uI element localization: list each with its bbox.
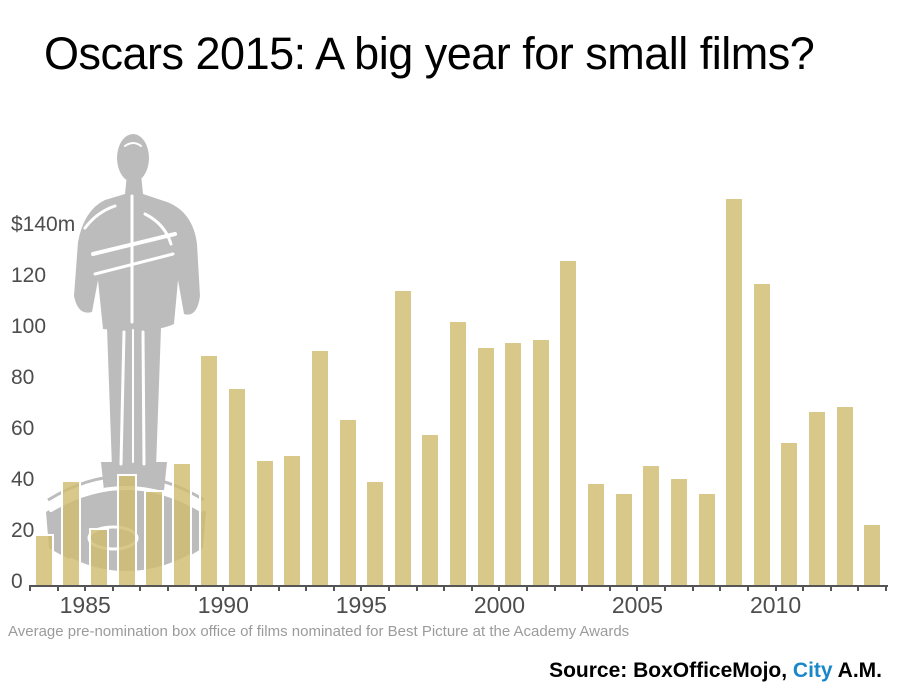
y-axis-label-120: 120: [11, 264, 47, 287]
bar-1998: [420, 433, 441, 585]
bar-2005: [613, 492, 634, 585]
bar-2006: [641, 464, 662, 585]
bar-1997: [392, 289, 413, 585]
x-axis-tick: [581, 585, 584, 591]
x-axis-label-1995: 1995: [335, 592, 387, 618]
bar-2007: [668, 477, 689, 585]
bar-2000: [475, 345, 496, 585]
bar-1986: [89, 528, 110, 585]
x-axis-tick: [360, 585, 363, 591]
bar-1984: [33, 533, 54, 585]
x-axis-tick: [553, 585, 556, 591]
x-axis-label-2005: 2005: [611, 592, 664, 618]
x-axis-tick: [802, 585, 805, 591]
bar-2014: [862, 523, 883, 585]
x-axis-tick: [222, 585, 225, 591]
x-axis-tick: [167, 585, 170, 591]
y-axis-label-0: 0: [11, 570, 23, 593]
bar-2003: [558, 258, 579, 585]
bar-1991: [227, 387, 248, 585]
x-axis-tick: [774, 585, 777, 591]
bar-1996: [365, 479, 386, 585]
source-prefix: Source: BoxOfficeMojo,: [549, 659, 793, 682]
bar-2004: [586, 482, 607, 585]
x-axis-tick: [443, 585, 446, 591]
footnote: Average pre-nomination box office of fil…: [8, 623, 630, 640]
bar-2002: [530, 338, 551, 585]
bar-2013: [834, 405, 855, 585]
x-axis-tick: [829, 585, 832, 591]
x-axis-tick: [249, 585, 252, 591]
x-axis-tick: [84, 585, 87, 591]
x-axis-tick: [526, 585, 529, 591]
bar-1987: [116, 474, 137, 585]
bar-1999: [448, 320, 468, 585]
y-axis-label-40: 40: [11, 468, 35, 491]
x-axis-tick: [691, 585, 694, 591]
bar-1990: [199, 353, 220, 585]
chart-title: Oscars 2015: A big year for small films?: [44, 28, 815, 79]
x-axis-tick: [194, 585, 197, 591]
x-axis-tick: [305, 585, 308, 591]
bar-2001: [503, 340, 524, 585]
x-axis-tick: [636, 585, 639, 591]
source-line: Source: BoxOfficeMojo, City A.M.: [549, 659, 882, 683]
x-axis-tick: [470, 585, 473, 591]
x-axis-tick: [498, 585, 501, 591]
bar-1995: [337, 417, 358, 585]
x-axis-label-1990: 1990: [197, 592, 249, 618]
source-suffix: A.M.: [832, 659, 882, 682]
x-axis-tick: [332, 585, 335, 591]
bar-1993: [282, 453, 303, 585]
bar-1985: [61, 479, 82, 585]
x-axis-tick: [608, 585, 611, 591]
x-axis-tick: [415, 585, 418, 591]
y-axis-label-20: 20: [11, 519, 35, 542]
bar-2010: [751, 281, 772, 585]
x-axis-tick: [111, 585, 114, 591]
x-axis-tick: [277, 585, 280, 591]
bar-1988: [144, 489, 165, 585]
y-axis-label-60: 60: [11, 417, 35, 440]
x-axis-label-2010: 2010: [749, 592, 802, 618]
x-axis-label-1985: 1985: [59, 592, 111, 618]
y-axis-label-140: $140m: [11, 213, 76, 236]
x-axis-tick: [746, 585, 749, 591]
source-brand-city: City: [792, 659, 833, 682]
x-axis-tick: [29, 585, 31, 591]
x-axis-tick: [387, 585, 390, 591]
y-axis-label-80: 80: [11, 366, 35, 389]
y-axis-label-100: 100: [11, 315, 47, 338]
x-axis-tick: [56, 585, 59, 591]
bar-2008: [696, 492, 717, 585]
x-axis-label-2000: 2000: [473, 592, 525, 618]
bar-1989: [171, 461, 192, 585]
x-axis-tick: [885, 585, 887, 591]
bar-2011: [779, 441, 800, 585]
bar-1992: [254, 459, 275, 585]
x-axis-tick: [664, 585, 667, 591]
bar-1994: [309, 348, 330, 585]
x-axis-tick: [719, 585, 722, 591]
axis-baseline: [30, 585, 888, 587]
x-axis-tick: [857, 585, 860, 591]
bar-2012: [806, 410, 827, 585]
x-axis-tick: [139, 585, 142, 591]
bar-2009: [724, 196, 745, 585]
